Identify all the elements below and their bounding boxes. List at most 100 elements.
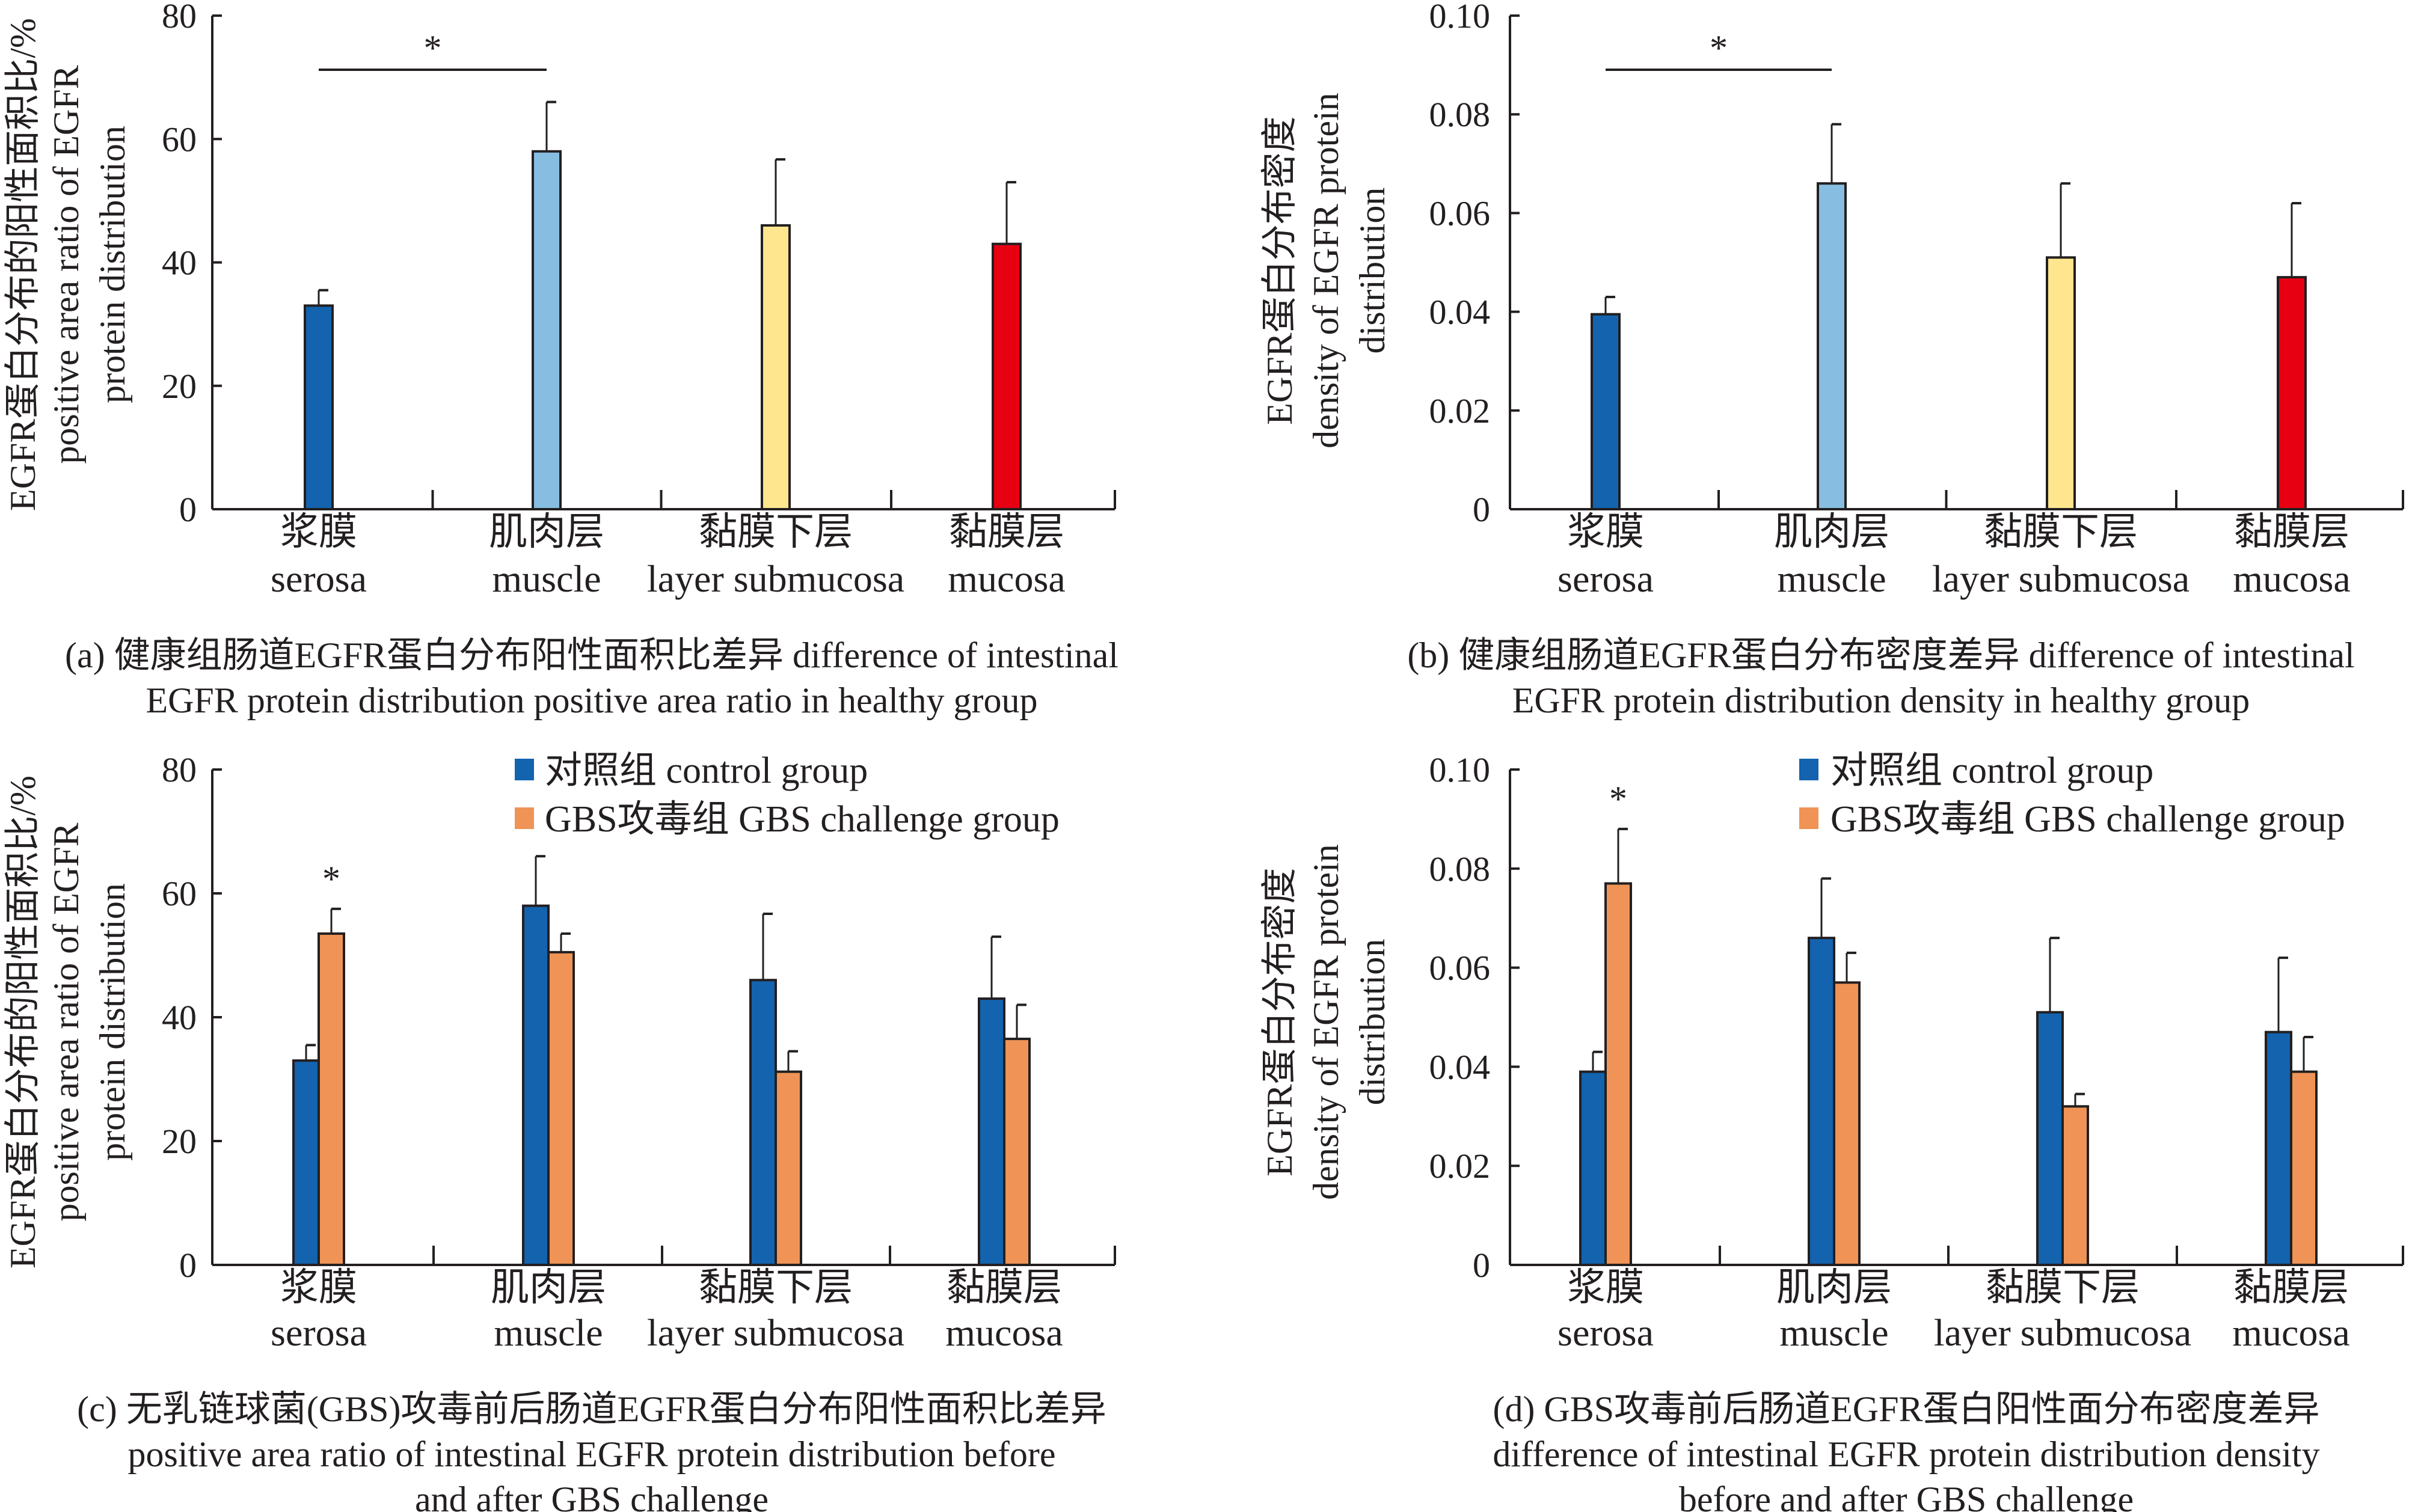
y-label-line-1: EGFR蛋白分布的阳性面积比/% [3,776,43,1269]
x-tick-label-en: mucosa [945,1311,1063,1354]
x-tick-label-zh: 肌肉层 [1774,510,1889,553]
x-tick-label-en: muscle [1777,557,1886,600]
panel-b: EGFR蛋白分布密度 density of EGFR protein distr… [1260,93,2355,720]
x-tick-label-zh: 黏膜层 [2233,1266,2349,1309]
x-tick-label-zh: 黏膜层 [2234,510,2349,553]
y-label-line-3: distribution [1352,939,1392,1106]
y-tick-label: 0 [179,490,197,529]
significance-star: * [1609,779,1627,819]
y-tick-label: 60 [162,874,197,913]
bar [2265,1030,2292,1266]
x-tick-label-en: mucosa [948,557,1066,600]
bar [992,242,1022,510]
x-tick-label-zh: 黏膜下层 [1984,510,2138,553]
y-tick-label: 20 [162,367,197,406]
caption-line-2: EGFR protein distribution density in hea… [1512,681,2250,720]
x-tick-label-en: layer submucosa [647,557,904,600]
y-tick-label: 0 [1473,490,1490,529]
significance-star: * [424,28,442,68]
y-label-line-3: distribution [1352,188,1392,354]
x-tick-label-en: serosa [271,557,367,600]
bar [318,932,345,1266]
bar [2277,276,2307,510]
y-label-line-2: positive area ratio of EGFR [46,822,86,1221]
legend-label-control: 对照组 control group [1830,750,2153,791]
y-tick-label: 0 [179,1246,197,1285]
y-label-line-3: protein distribution [93,883,132,1161]
y-tick-label: 60 [162,120,197,159]
bar [1817,182,1847,510]
y-axis-label: EGFR蛋白分布密度 density of EGFR protein distr… [1260,93,1392,448]
y-label-line-1: EGFR蛋白分布密度 [1260,116,1300,424]
y-tick-label: 40 [162,998,197,1037]
caption-line-1: (c) 无乳链球菌(GBS)攻毒前后肠道EGFR蛋白分布阳性面积比差异 [77,1389,1106,1429]
y-label-line-1: EGFR蛋白分布的阳性面积比/% [3,18,43,511]
legend-label-gbs: GBS攻毒组 GBS challenge group [545,799,1060,840]
bar [304,304,334,510]
caption-line-1: (a) 健康组肠道EGFR蛋白分布阳性面积比差异 difference of i… [65,635,1119,675]
bar [2290,1070,2318,1266]
bar [522,904,550,1266]
y-tick-label: 0.06 [1429,194,1491,233]
legend: 对照组 control group GBS攻毒组 GBS challenge g… [515,750,1060,840]
y-tick-label: 0.04 [1429,293,1491,332]
caption-line-2: positive area ratio of intestinal EGFR p… [128,1434,1056,1474]
bar [978,997,1005,1266]
bar [775,1070,802,1266]
x-tick-label-en: serosa [271,1311,367,1354]
bar [1591,313,1621,511]
x-tick-label-zh: 浆膜 [280,510,357,553]
x-tick-label-zh: 浆膜 [1567,510,1644,553]
x-tick-label-en: muscle [1779,1311,1888,1354]
significance-star: * [1710,28,1728,68]
x-tick-label-en: serosa [1557,557,1654,600]
x-tick-label-zh: 肌肉层 [1776,1266,1892,1309]
bar [1833,981,1861,1266]
bar [1003,1038,1031,1267]
y-axis-label: EGFR蛋白分布的阳性面积比/% positive area ratio of … [3,18,132,511]
x-tick-label-en: serosa [1557,1311,1654,1354]
caption-line-1: (b) 健康组肠道EGFR蛋白分布密度差异 difference of inte… [1407,635,2354,675]
panel-c: EGFR蛋白分布的阳性面积比/% positive area ratio of … [3,750,1106,1512]
y-tick-label: 80 [162,750,197,789]
caption-line-2: EGFR protein distribution positive area … [146,681,1037,720]
panel-d: EGFR蛋白分布密度 density of EGFR protein distr… [1260,750,2345,1512]
caption-line-3: and after GBS challenge [415,1480,769,1512]
y-tick-label: 0.06 [1429,949,1491,988]
y-axis-label: EGFR蛋白分布的阳性面积比/% positive area ratio of … [3,776,132,1269]
x-tick-label-zh: 黏膜下层 [1986,1266,2140,1309]
x-tick-label-zh: 黏膜层 [947,1266,1062,1309]
legend-swatch-gbs [515,807,534,829]
y-tick-label: 0 [1473,1246,1490,1285]
y-tick-label: 0.10 [1429,0,1491,35]
bar [761,224,791,510]
y-axis-label: EGFR蛋白分布密度 density of EGFR protein distr… [1260,844,1392,1200]
y-tick-label: 0.04 [1429,1047,1491,1086]
legend-swatch-gbs [1799,807,1818,829]
legend-swatch-control [515,759,534,780]
caption-line-3: before and after GBS challenge [1679,1480,2134,1512]
y-label-line-2: positive area ratio of EGFR [46,65,86,464]
x-tick-label-zh: 黏膜下层 [699,1266,853,1309]
x-tick-label-en: layer submucosa [1934,1311,2191,1354]
legend-label-gbs: GBS攻毒组 GBS challenge group [1830,799,2345,840]
y-tick-label: 0.02 [1429,391,1491,430]
bar [532,150,562,510]
x-tick-label-en: muscle [494,1311,603,1354]
significance-star: * [322,859,340,899]
x-tick-label-zh: 黏膜下层 [699,510,853,553]
x-tick-label-en: mucosa [2232,1311,2350,1354]
caption-line-1: (d) GBS攻毒前后肠道EGFR蛋白阳性面分布密度差异 [1493,1389,2319,1429]
panel-a: EGFR蛋白分布的阳性面积比/% positive area ratio of … [3,18,1119,720]
x-tick-label-en: mucosa [2233,557,2351,600]
y-tick-label: 80 [162,0,197,35]
y-label-line-2: density of EGFR protein [1306,93,1346,448]
bar [547,950,575,1266]
x-tick-label-zh: 肌肉层 [491,1266,606,1309]
bar [2061,1105,2089,1266]
